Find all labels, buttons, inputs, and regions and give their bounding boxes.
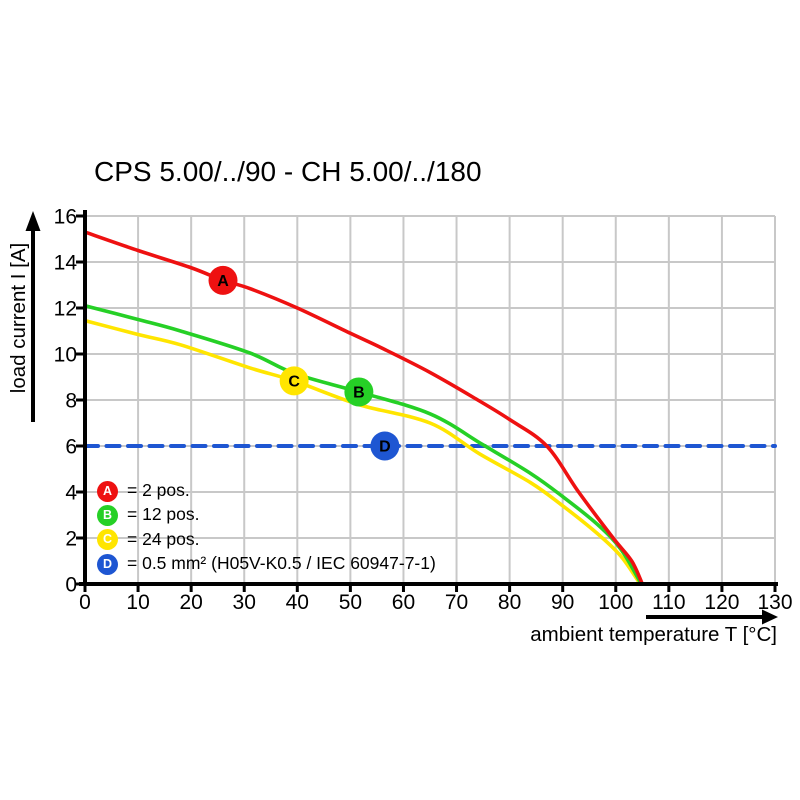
y-tick-label: 14: [54, 252, 78, 275]
y-tick-label: 10: [54, 344, 77, 367]
curve-marker-B: [344, 377, 374, 407]
y-tick-label: 6: [65, 436, 77, 459]
x-tick-label: 0: [79, 591, 91, 614]
curve-A: [83, 230, 645, 586]
y-tick-label: 4: [65, 482, 77, 505]
curve-marker-A: [208, 265, 238, 295]
x-tick-label: 60: [392, 591, 415, 614]
x-tick-label: 30: [233, 591, 256, 614]
curve-B: [83, 303, 644, 586]
legend-marker-letter: D: [102, 556, 113, 571]
x-tick-label: 80: [498, 591, 521, 614]
y-axis-arrowhead-icon: [25, 211, 41, 231]
x-tick-label: 20: [179, 591, 202, 614]
y-axis-label: load current I [A]: [7, 243, 30, 393]
curve-marker-letter: C: [288, 373, 300, 390]
curve-marker-letter: B: [353, 384, 365, 401]
x-tick-label: 130: [757, 591, 792, 614]
legend-marker-a-icon: A: [97, 480, 118, 502]
x-tick-label: 110: [652, 591, 685, 614]
legend-label-b: = 12 pos.: [127, 504, 200, 525]
legend-item-D: D = 0.5 mm² (H05V-K0.5 / IEC 60947-7-1): [97, 552, 436, 576]
x-axis-label: ambient temperature T [°C]: [530, 623, 777, 646]
x-tick-label: 40: [286, 591, 309, 614]
x-tick-label: 10: [126, 591, 149, 614]
curve-marker-letter: D: [379, 439, 391, 456]
curve-marker-letter: A: [217, 273, 229, 290]
y-tick-label: 0: [65, 574, 77, 597]
y-tick-label: 8: [65, 390, 77, 413]
curve-marker-D: [370, 431, 400, 461]
x-tick-label: 120: [704, 591, 739, 614]
legend-marker-letter: A: [102, 483, 113, 498]
legend-item-B: B = 12 pos.: [97, 503, 436, 527]
legend-label-d: = 0.5 mm² (H05V-K0.5 / IEC 60947-7-1): [127, 553, 436, 574]
curve-marker-C: [279, 366, 309, 396]
legend-item-C: C = 24 pos.: [97, 528, 436, 552]
x-tick-label: 70: [445, 591, 468, 614]
y-tick-label: 16: [54, 206, 77, 229]
legend-marker-letter: B: [102, 508, 113, 523]
x-axis-arrowhead-icon: [762, 609, 778, 625]
chart-title: CPS 5.00/../90 - CH 5.00/../180: [94, 156, 482, 187]
legend-marker-letter: C: [102, 532, 113, 547]
legend-item-A: A = 2 pos.: [97, 479, 436, 503]
legend: A = 2 pos. B = 12 pos. C = 24 pos. D = 0…: [97, 479, 436, 576]
legend-label-c: = 24 pos.: [127, 528, 200, 549]
y-tick-label: 12: [54, 298, 77, 321]
x-tick-label: 90: [551, 591, 574, 614]
x-tick-label: 50: [339, 591, 362, 614]
curve-C: [83, 318, 642, 586]
y-tick-label: 2: [65, 528, 77, 551]
x-tick-label: 100: [598, 591, 633, 614]
legend-label-a: = 2 pos.: [127, 480, 190, 501]
legend-marker-b-icon: B: [97, 504, 118, 526]
legend-marker-d-icon: D: [97, 553, 118, 575]
legend-marker-c-icon: C: [97, 529, 118, 551]
